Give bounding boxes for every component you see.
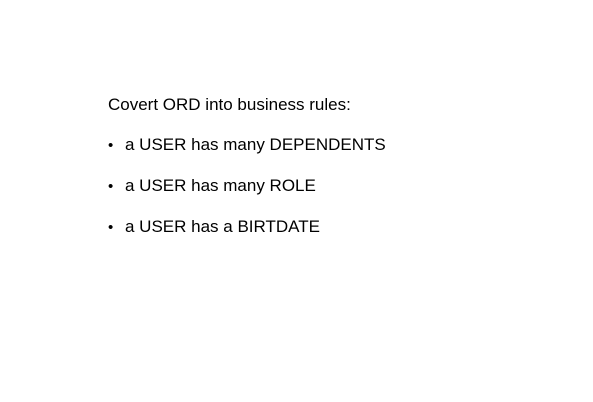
business-rule-item: • a USER has a BIRTDATE <box>108 216 568 239</box>
business-rule-item: • a USER has many DEPENDENTS <box>108 134 568 157</box>
slide-heading: Covert ORD into business rules: <box>108 95 351 114</box>
bullet-icon: • <box>108 137 114 154</box>
business-rule-text: a USER has a BIRTDATE <box>125 217 320 236</box>
business-rules-list: • a USER has many DEPENDENTS • a USER ha… <box>108 134 568 239</box>
business-rule-text: a USER has many ROLE <box>125 176 316 195</box>
business-rule-text: a USER has many DEPENDENTS <box>125 135 386 154</box>
bullet-icon: • <box>108 219 114 236</box>
slide-content: Covert ORD into business rules: • a USER… <box>108 94 568 257</box>
business-rule-item: • a USER has many ROLE <box>108 175 568 198</box>
bullet-icon: • <box>108 178 114 195</box>
